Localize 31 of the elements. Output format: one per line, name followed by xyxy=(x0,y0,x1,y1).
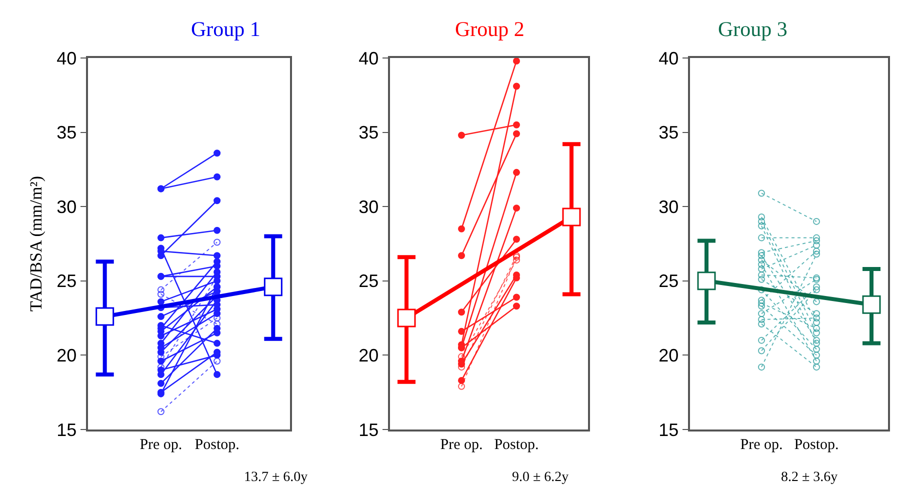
y-tick-label: 15 xyxy=(358,420,379,440)
y-tick-label: 15 xyxy=(658,420,679,440)
x-tick-label: Postop. xyxy=(194,437,240,454)
y-tick-label: 25 xyxy=(358,271,379,292)
text: 8.2 ± 3.6y xyxy=(781,470,838,485)
x-tick-label: Pre op. xyxy=(740,437,783,454)
y-tick-label: 20 xyxy=(56,345,77,366)
y-tick-label: 25 xyxy=(658,271,679,292)
chart-title: Group 3 xyxy=(718,17,788,41)
y-tick-label: 30 xyxy=(358,196,379,217)
text: 9.0 ± 6.2y xyxy=(512,470,569,485)
y-tick-label: 35 xyxy=(358,122,379,143)
y-tick-label: 30 xyxy=(658,196,679,217)
y-tick-label: 30 xyxy=(56,196,77,217)
y-tick-label: 20 xyxy=(358,345,379,366)
text: 13.7 ± 6.0y xyxy=(244,470,308,485)
y-tick-label: 20 xyxy=(658,345,679,366)
y-tick-label: 35 xyxy=(658,122,679,143)
chart-title: Group 2 xyxy=(455,17,524,41)
x-tick-label: Pre op. xyxy=(140,437,182,454)
y-tick-label: 35 xyxy=(56,122,77,143)
y-tick-label: 40 xyxy=(56,48,77,68)
y-axis-title: TAD/BSA (mm/m²) xyxy=(26,176,46,312)
x-tick-label: Postop. xyxy=(494,437,539,454)
y-tick-label: 40 xyxy=(658,48,679,68)
chart-title: Group 1 xyxy=(191,17,260,41)
y-tick-label: 40 xyxy=(358,48,379,68)
y-tick-label: 15 xyxy=(56,420,77,440)
x-tick-label: Pre op. xyxy=(440,437,483,454)
x-tick-label: Postop. xyxy=(794,437,839,454)
y-tick-label: 25 xyxy=(56,271,77,292)
